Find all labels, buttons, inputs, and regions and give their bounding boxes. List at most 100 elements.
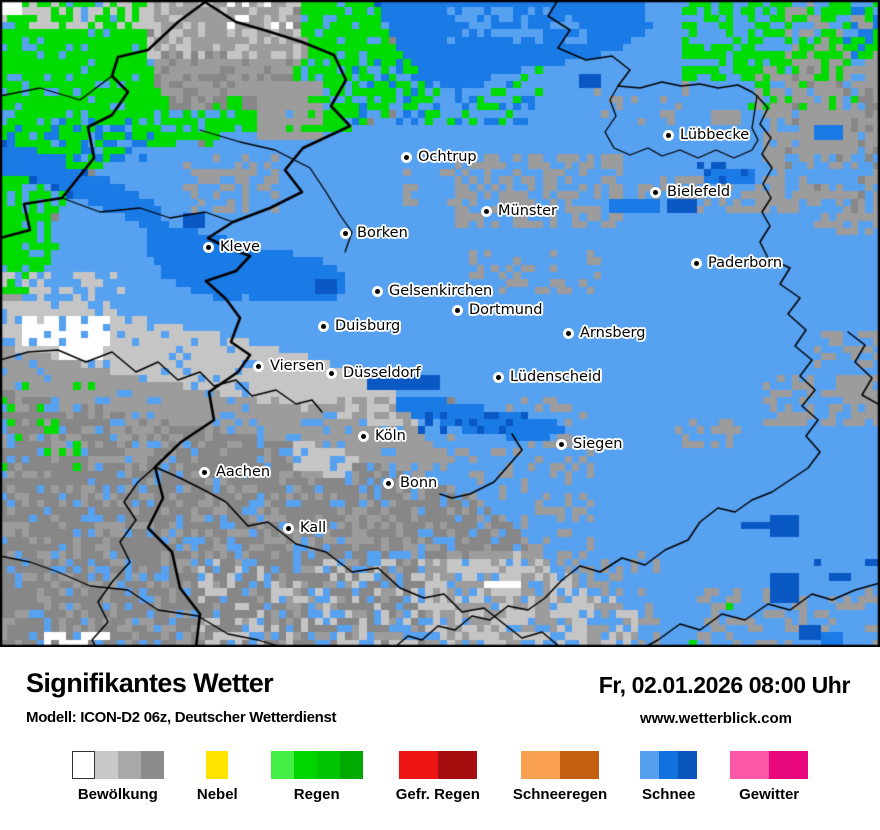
city-label: Kleve	[220, 239, 260, 255]
city-mnster: Münster	[481, 203, 557, 219]
legend-label: Schnee	[641, 786, 696, 803]
legend-swatches	[521, 751, 600, 779]
city-label: Aachen	[216, 464, 271, 480]
legend-group-bewlkung: Bewölkung	[71, 751, 164, 803]
city-dortmund: Dortmund	[452, 302, 542, 318]
city-label: Ochtrup	[418, 149, 477, 165]
city-gelsenkirchen: Gelsenkirchen	[372, 283, 492, 299]
legend-group-regen: Regen	[270, 751, 363, 803]
legend: Bewölkung Nebel Regen Gefr. Regen Schneerege…	[0, 751, 880, 803]
city-duisburg: Duisburg	[318, 318, 400, 334]
city-label: Düsseldorf	[343, 365, 421, 381]
legend-color-cell	[437, 751, 477, 779]
legend-label: Nebel	[196, 786, 238, 803]
legend-label: Schneeregen	[512, 786, 608, 803]
website-url: www.wetterblick.com	[640, 710, 792, 727]
city-marker-icon	[283, 522, 294, 534]
city-borken: Borken	[340, 225, 408, 241]
city-marker-icon	[203, 241, 214, 253]
legend-group-gewitter: Gewitter	[730, 751, 809, 803]
city-ochtrup: Ochtrup	[401, 149, 477, 165]
city-marker-icon	[650, 186, 661, 198]
city-marker-icon	[663, 129, 674, 141]
legend-color-cell	[339, 751, 363, 779]
city-paderborn: Paderborn	[691, 255, 782, 271]
city-aachen: Aachen	[199, 464, 270, 480]
city-bonn: Bonn	[383, 475, 437, 491]
legend-swatches	[270, 751, 363, 779]
legend-color-cell	[560, 751, 600, 779]
legend-color-cell	[71, 751, 95, 779]
legend-swatches	[398, 751, 477, 779]
legend-color-cell	[659, 751, 679, 779]
legend-color-cell	[270, 751, 294, 779]
legend-color-cell	[398, 751, 438, 779]
city-marker-icon	[563, 327, 574, 339]
city-marker-icon	[199, 466, 210, 478]
city-marker-icon	[452, 304, 463, 316]
city-siegen: Siegen	[556, 436, 622, 452]
page-title: Signifikantes Wetter	[26, 668, 274, 698]
weather-map: Ochtrup Lübbecke Bielefeld Münster Borken Kle…	[0, 0, 880, 647]
city-label: Bielefeld	[667, 184, 731, 200]
weather-raster-canvas	[0, 0, 880, 647]
legend-color-cell	[140, 751, 164, 779]
legend-group-schneeregen: Schneeregen	[513, 751, 607, 803]
legend-group-schnee: Schnee	[640, 751, 698, 803]
legend-label: Regen	[293, 786, 340, 803]
legend-swatches	[71, 751, 164, 779]
legend-label: Bewölkung	[77, 786, 158, 803]
city-label: Kall	[300, 520, 327, 536]
legend-swatches	[206, 751, 229, 779]
city-marker-icon	[318, 320, 329, 332]
legend-swatches	[730, 751, 809, 779]
legend-color-cell	[94, 751, 118, 779]
legend-color-cell	[769, 751, 809, 779]
city-arnsberg: Arnsberg	[563, 325, 645, 341]
city-marker-icon	[372, 285, 383, 297]
city-marker-icon	[253, 360, 264, 372]
city-kln: Köln	[358, 428, 406, 444]
city-label: Borken	[357, 225, 408, 241]
city-label: Münster	[498, 203, 558, 219]
city-marker-icon	[493, 371, 504, 383]
city-label: Lübbecke	[680, 127, 750, 143]
city-bielefeld: Bielefeld	[650, 184, 730, 200]
legend-color-cell	[521, 751, 561, 779]
city-marker-icon	[481, 205, 492, 217]
city-label: Lüdenscheid	[510, 369, 602, 385]
legend-label: Gewitter	[739, 786, 800, 803]
city-label: Duisburg	[335, 318, 401, 334]
city-marker-icon	[358, 430, 369, 442]
legend-group-gefrregen: Gefr. Regen	[396, 751, 480, 803]
city-marker-icon	[340, 227, 351, 239]
city-label: Arnsberg	[580, 325, 646, 341]
legend-color-cell	[206, 751, 229, 779]
model-info: Modell: ICON-D2 06z, Deutscher Wetterdie…	[26, 709, 337, 726]
city-label: Bonn	[400, 475, 438, 491]
legend-color-cell	[316, 751, 340, 779]
forecast-datetime: Fr, 02.01.2026 08:00 Uhr	[598, 672, 851, 698]
city-dsseldorf: Düsseldorf	[326, 365, 421, 381]
legend-label: Gefr. Regen	[395, 786, 480, 803]
legend-color-cell	[640, 751, 660, 779]
city-marker-icon	[691, 257, 702, 269]
city-kleve: Kleve	[203, 239, 260, 255]
city-label: Paderborn	[708, 255, 783, 271]
city-label: Viersen	[270, 358, 325, 374]
city-ldenscheid: Lüdenscheid	[493, 369, 601, 385]
legend-color-cell	[293, 751, 317, 779]
city-kall: Kall	[283, 520, 326, 536]
city-marker-icon	[401, 151, 412, 163]
city-marker-icon	[326, 367, 337, 379]
city-marker-icon	[383, 477, 394, 489]
legend-swatches	[640, 751, 698, 779]
legend-color-cell	[678, 751, 698, 779]
legend-color-cell	[117, 751, 141, 779]
footer: Signifikantes Wetter Fr, 02.01.2026 08:0…	[0, 647, 880, 830]
legend-color-cell	[730, 751, 770, 779]
city-label: Dortmund	[469, 302, 543, 318]
city-label: Siegen	[573, 436, 623, 452]
legend-group-nebel: Nebel	[197, 751, 238, 803]
